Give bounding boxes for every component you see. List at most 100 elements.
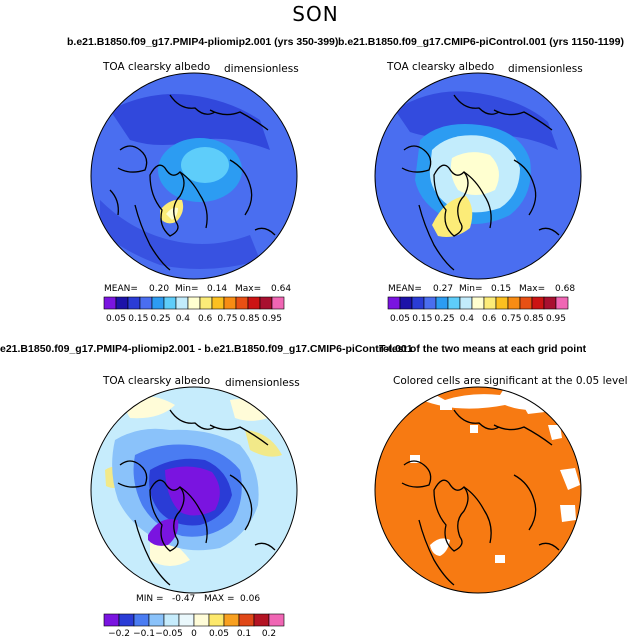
coastlines [117, 409, 276, 586]
colorbar-swatch [133, 613, 150, 627]
min-value-top-left: 0.14 [207, 284, 228, 294]
map-top-right [375, 73, 581, 279]
colorbar-tick-label: 0.25 [151, 314, 171, 324]
colorbar-swatch [543, 296, 557, 310]
colorbar-swatch [148, 613, 165, 627]
panel-header-top-left: b.e21.B1850.f09_g17.PMIP4-pliomip2.001 (… [67, 36, 339, 48]
min-label-top-right: Min= [459, 284, 483, 294]
colorbar-swatch [387, 296, 401, 310]
colorbar-tick-label: 0.85 [240, 314, 260, 324]
colorbar-top-right: 0.05 0.15 0.25 0.4 0.6 0.75 0.85 0.95 [387, 296, 569, 324]
mean-label-top-right: MEAN= [388, 284, 422, 294]
panel-header-bottom-right: T-test of the two means at each grid poi… [379, 343, 587, 355]
colorbar-tick-label: 0.05 [106, 314, 126, 324]
colorbar-swatch [253, 613, 270, 627]
colorbar-swatch [271, 296, 285, 310]
colorbar-swatch [103, 296, 117, 310]
min-label-bottom-left: MIN = [136, 594, 164, 604]
colorbar-swatch [139, 296, 153, 310]
colorbar-tick-label: 0.15 [128, 314, 148, 324]
max-value-bottom-left: 0.06 [240, 594, 261, 604]
map-top-left [91, 73, 297, 279]
field-darker-region [100, 200, 260, 269]
colorbar-swatch [399, 296, 413, 310]
units-label-top-right: dimensionless [508, 63, 583, 75]
units-label-top-left: dimensionless [224, 63, 299, 75]
colorbar-swatch [447, 296, 461, 310]
colorbar-swatch [115, 296, 129, 310]
colorbar-swatch [238, 613, 255, 627]
colorbar-swatch [247, 296, 261, 310]
min-value-bottom-left: -0.47 [172, 594, 196, 604]
colorbar-top-left: 0.05 0.15 0.25 0.4 0.6 0.75 0.85 0.95 [103, 296, 285, 324]
max-label-bottom-left: MAX = [204, 594, 235, 604]
colorbar-swatch [235, 296, 249, 310]
field-positive-region [230, 399, 275, 421]
max-label-top-right: Max= [519, 284, 546, 294]
colorbar-swatch [211, 296, 225, 310]
colorbar-swatch [471, 296, 485, 310]
colorbar-swatch [103, 613, 120, 627]
field-min-region [165, 466, 220, 516]
colorbar-swatch [193, 613, 210, 627]
map-bottom-right [375, 387, 581, 593]
mean-label-top-left: MEAN= [104, 284, 138, 294]
colorbar-bottom-left: −0.2 −0.1 −0.05 0 0.05 0.1 0.2 [103, 613, 285, 639]
colorbar-swatch [435, 296, 449, 310]
variable-label-top-left: TOA clearsky albedo [103, 61, 211, 73]
variable-label-bottom-right: Colored cells are significant at the 0.0… [393, 375, 628, 387]
colorbar-tick-label: 0.6 [198, 314, 213, 324]
colorbar-swatch [495, 296, 509, 310]
colorbar-swatch [178, 613, 195, 627]
colorbar-swatch [118, 613, 135, 627]
colorbar-swatch [259, 296, 273, 310]
field-min-region [148, 519, 179, 546]
max-value-top-left: 0.64 [271, 284, 292, 294]
colorbar-tick-label: 0.2 [262, 629, 276, 639]
colorbar-tick-label: −0.1 [133, 629, 155, 639]
colorbar-tick-label: 0.05 [209, 629, 229, 639]
map-border [90, 386, 298, 594]
colorbar-tick-label: 0.85 [524, 314, 544, 324]
variable-label-top-right: TOA clearsky albedo [387, 61, 495, 73]
colorbar-swatch [151, 296, 165, 310]
panel-header-top-right: b.e21.B1850.f09_g17.CMIP6-piControl.001 … [338, 36, 624, 48]
map-border [374, 386, 582, 594]
colorbar-tick-label: 0.6 [482, 314, 497, 324]
colorbar-swatch [483, 296, 497, 310]
colorbar-swatch [411, 296, 425, 310]
colorbar-swatch [208, 613, 225, 627]
colorbar-swatch [187, 296, 201, 310]
variable-label-bottom-left: TOA clearsky albedo [103, 375, 211, 387]
coastlines [109, 94, 276, 271]
min-value-top-right: 0.15 [491, 284, 512, 294]
colorbar-swatch [175, 296, 189, 310]
colorbar-swatch [268, 613, 285, 627]
min-label-top-left: Min= [175, 284, 199, 294]
colorbar-swatch [163, 296, 177, 310]
colorbar-swatch [519, 296, 533, 310]
colorbar-swatch [127, 296, 141, 310]
panel-header-bottom-left: e21.B1850.f09_g17.PMIP4-pliomip2.001 - b… [0, 343, 413, 355]
colorbar-swatch [507, 296, 521, 310]
colorbar-tick-label: 0.95 [262, 314, 282, 324]
colorbar-swatch [223, 296, 237, 310]
colorbar-swatch [223, 613, 240, 627]
map-bottom-left [91, 387, 297, 593]
colorbar-swatch [199, 296, 213, 310]
colorbar-tick-label: 0.75 [501, 314, 521, 324]
map-border [374, 72, 582, 280]
colorbar-tick-label: 0.4 [176, 314, 191, 324]
colorbar-tick-label: −0.05 [155, 629, 183, 639]
field-significant [375, 387, 581, 593]
colorbar-tick-label: 0.1 [237, 629, 251, 639]
field-positive-region [245, 430, 282, 457]
colorbar-swatch [531, 296, 545, 310]
colorbar-swatch [459, 296, 473, 310]
colorbar-tick-label: 0 [191, 629, 197, 639]
field-ice-peak [450, 152, 499, 195]
colorbar-swatch [555, 296, 569, 310]
map-border [90, 72, 298, 280]
coastlines [401, 409, 560, 586]
